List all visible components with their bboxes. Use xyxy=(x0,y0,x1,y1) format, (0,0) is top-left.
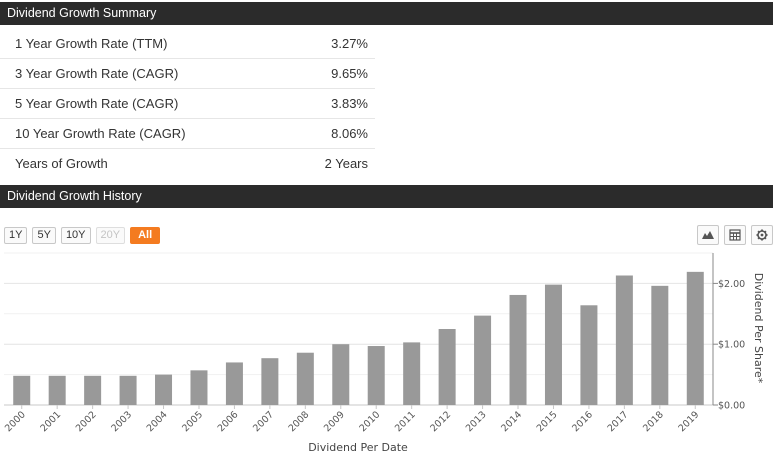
bar-2016[interactable] xyxy=(580,305,598,405)
summary-row-value: 8.06% xyxy=(331,126,368,141)
x-axis-title: Dividend Per Date xyxy=(308,441,408,454)
x-tick-labels: 2000 2001 2002 2003 2004 2005 2006 2007 2008 2009… xyxy=(3,405,701,434)
y-tick-labels: $0.00 $1.00 $2.00 xyxy=(712,253,745,412)
y-tick-label: $1.00 xyxy=(718,340,745,351)
bar-2006[interactable] xyxy=(225,362,243,405)
x-tick-label: 2005 xyxy=(180,409,205,434)
x-tick-label: 2009 xyxy=(322,409,347,434)
y-tick-label: $2.00 xyxy=(718,279,745,290)
summary-header: Dividend Growth Summary xyxy=(0,2,773,25)
bar-2018[interactable] xyxy=(651,285,669,405)
bar-2017[interactable] xyxy=(615,275,633,405)
bar-2003[interactable] xyxy=(119,375,137,405)
x-tick-label: 2013 xyxy=(464,409,489,434)
y-axis-title: Dividend Per Share* xyxy=(752,273,765,384)
x-tick-label: 2006 xyxy=(216,409,241,434)
table-view-button[interactable] xyxy=(724,225,746,245)
bar-2019[interactable] xyxy=(686,271,704,405)
x-tick-label: 2015 xyxy=(535,409,560,434)
summary-row-label: 10 Year Growth Rate (CAGR) xyxy=(15,126,186,141)
range-button-1y[interactable]: 1Y xyxy=(4,227,28,244)
x-tick-label: 2019 xyxy=(677,409,702,434)
x-tick-label: 2017 xyxy=(606,409,631,434)
chart-type-button[interactable] xyxy=(697,225,719,245)
summary-row-label: 3 Year Growth Rate (CAGR) xyxy=(15,66,179,81)
range-selector: 1Y 5Y 10Y 20Y All xyxy=(4,225,165,244)
range-button-5y[interactable]: 5Y xyxy=(32,227,56,244)
summary-row-value: 3.27% xyxy=(331,36,368,51)
x-tick-label: 2007 xyxy=(251,409,276,434)
bar-2005[interactable] xyxy=(190,370,208,405)
summary-row-value: 2 Years xyxy=(324,156,368,171)
history-title: Dividend Growth History xyxy=(7,189,142,203)
x-tick-label: 2011 xyxy=(393,409,418,434)
bar-2014[interactable] xyxy=(509,294,527,405)
bar-2000[interactable] xyxy=(13,375,31,405)
x-tick-label: 2010 xyxy=(357,409,382,434)
dividend-history-chart: 2000 2001 2002 2003 2004 2005 2006 2007 2008 2009… xyxy=(3,252,765,454)
summary-row: 1 Year Growth Rate (TTM) 3.27% xyxy=(0,29,375,59)
bar-2010[interactable] xyxy=(367,346,385,405)
grid-lines xyxy=(4,252,713,406)
x-tick-label: 2001 xyxy=(38,409,63,434)
range-button-10y[interactable]: 10Y xyxy=(60,227,91,244)
x-tick-label: 2004 xyxy=(145,409,170,434)
summary-row: Years of Growth 2 Years xyxy=(0,149,375,178)
summary-row-value: 3.83% xyxy=(331,96,368,111)
x-tick-label: 2000 xyxy=(3,409,28,434)
x-tick-label: 2002 xyxy=(74,409,99,434)
range-button-20y: 20Y xyxy=(95,227,126,244)
x-tick-label: 2014 xyxy=(499,409,524,434)
bar-2002[interactable] xyxy=(84,375,102,405)
x-tick-label: 2016 xyxy=(570,409,595,434)
summary-row: 10 Year Growth Rate (CAGR) 8.06% xyxy=(0,119,375,149)
bar-2007[interactable] xyxy=(261,358,279,405)
bars xyxy=(13,271,704,405)
growth-summary-table: 1 Year Growth Rate (TTM) 3.27% 3 Year Grow… xyxy=(0,29,375,178)
settings-button[interactable] xyxy=(751,225,773,245)
summary-row-label: 1 Year Growth Rate (TTM) xyxy=(15,36,168,51)
summary-row-label: Years of Growth xyxy=(15,156,108,171)
bar-2012[interactable] xyxy=(438,329,456,405)
x-tick-label: 2003 xyxy=(109,409,134,434)
bar-2001[interactable] xyxy=(48,375,66,405)
x-tick-label: 2008 xyxy=(287,409,312,434)
bar-2009[interactable] xyxy=(332,344,350,405)
area-chart-icon xyxy=(702,231,714,239)
summary-row: 3 Year Growth Rate (CAGR) 9.65% xyxy=(0,59,375,89)
summary-title: Dividend Growth Summary xyxy=(7,6,157,20)
table-icon xyxy=(729,229,741,241)
y-tick-label: $0.00 xyxy=(718,401,745,412)
bar-2004[interactable] xyxy=(155,374,173,405)
bar-2015[interactable] xyxy=(544,284,562,405)
x-tick-label: 2012 xyxy=(428,409,453,434)
summary-row: 5 Year Growth Rate (CAGR) 3.83% xyxy=(0,89,375,119)
summary-row-value: 9.65% xyxy=(331,66,368,81)
summary-row-label: 5 Year Growth Rate (CAGR) xyxy=(15,96,179,111)
bar-2013[interactable] xyxy=(474,315,492,405)
gear-icon xyxy=(756,229,768,241)
history-header: Dividend Growth History xyxy=(0,185,773,208)
range-button-all[interactable]: All xyxy=(130,227,161,244)
bar-2011[interactable] xyxy=(403,342,421,405)
x-tick-label: 2018 xyxy=(641,409,666,434)
bar-2008[interactable] xyxy=(296,352,314,405)
